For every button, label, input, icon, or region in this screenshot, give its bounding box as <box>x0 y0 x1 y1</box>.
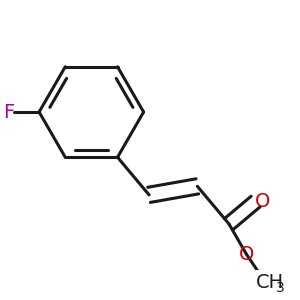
Text: 3: 3 <box>276 281 285 295</box>
Text: F: F <box>3 103 15 122</box>
Text: CH: CH <box>256 272 284 292</box>
Text: O: O <box>255 192 270 211</box>
Text: O: O <box>239 244 254 264</box>
